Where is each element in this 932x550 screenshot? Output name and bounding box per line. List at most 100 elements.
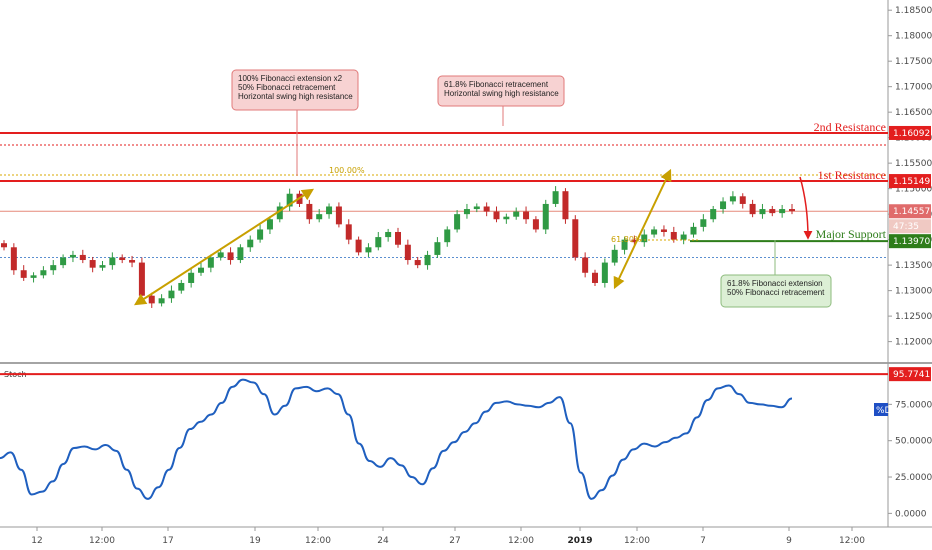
candle[interactable]	[592, 269, 598, 287]
candle[interactable]	[523, 206, 530, 224]
candle[interactable]	[69, 250, 76, 263]
candle[interactable]	[119, 254, 126, 264]
candle[interactable]	[710, 205, 717, 223]
fib-extension-arrow-1[interactable]	[133, 188, 315, 306]
candle[interactable]	[493, 206, 500, 223]
candle[interactable]	[552, 186, 559, 208]
candle-body	[454, 214, 461, 230]
callout-fib-extension-box	[231, 69, 359, 111]
candle[interactable]	[572, 215, 579, 261]
candle-body	[592, 272, 598, 283]
candle[interactable]	[483, 202, 490, 217]
candle[interactable]	[562, 188, 569, 224]
candle[interactable]	[759, 203, 766, 219]
candle[interactable]	[779, 204, 786, 218]
stoch-d-line[interactable]	[0, 378, 793, 500]
callout-support-line: 61.8% Fibonacci extension	[727, 279, 823, 288]
candle[interactable]	[680, 231, 687, 245]
candle[interactable]	[129, 255, 136, 268]
candle[interactable]	[463, 203, 470, 219]
candle[interactable]	[60, 254, 67, 269]
candle[interactable]	[138, 257, 145, 299]
candle[interactable]	[365, 243, 372, 257]
tag-countdown: 47:35	[889, 219, 931, 234]
candle[interactable]	[79, 249, 86, 264]
candle[interactable]	[601, 258, 608, 288]
candle[interactable]	[355, 236, 362, 256]
candle[interactable]	[542, 199, 549, 235]
candle[interactable]	[729, 191, 736, 205]
candle[interactable]	[30, 272, 37, 283]
tag-second-resistance-bg	[889, 125, 931, 140]
candle[interactable]	[789, 203, 795, 215]
candle-body	[79, 254, 86, 261]
candle[interactable]	[532, 216, 539, 233]
callout-fib-retracement-box	[437, 75, 565, 107]
callout-support-line: 50% Fibonacci retracement	[727, 288, 825, 297]
fib-extension-arrow-2[interactable]	[613, 168, 672, 290]
candle[interactable]	[503, 213, 510, 224]
candle[interactable]	[582, 252, 589, 278]
candle[interactable]	[10, 243, 17, 275]
candle[interactable]	[444, 226, 451, 247]
y-tick-label: 1.17000	[895, 83, 932, 93]
candle[interactable]	[414, 256, 421, 269]
candle[interactable]	[89, 256, 96, 273]
candle[interactable]	[404, 239, 411, 265]
candle[interactable]	[385, 228, 392, 242]
y-tick-label: 1.15500	[895, 159, 932, 169]
candle[interactable]	[395, 227, 401, 248]
projection-arrow[interactable]	[799, 176, 813, 240]
candle[interactable]	[769, 205, 776, 217]
candle-body	[198, 267, 204, 273]
candle-body	[582, 257, 589, 273]
x-tick-label: 12:00	[508, 536, 534, 546]
tag-first-resistance-text: 1.15149	[893, 177, 930, 187]
candle-body	[306, 203, 313, 220]
y-tick-label: 1.18500	[895, 6, 932, 16]
candle-body	[30, 275, 37, 278]
candle[interactable]	[739, 193, 746, 209]
y-tick-label: 1.17500	[895, 57, 932, 67]
candle[interactable]	[345, 219, 352, 245]
y-tick-label: 1.13500	[895, 261, 932, 271]
tag-stoch-level-text: 95.7741	[893, 370, 930, 380]
candle-body	[119, 257, 126, 261]
stoch-y-tick-label: 0.0000	[895, 509, 927, 519]
tag-second-resistance: 1.16092	[889, 125, 931, 140]
candle[interactable]	[99, 261, 106, 271]
candle[interactable]	[326, 203, 333, 219]
candle[interactable]	[473, 203, 480, 213]
candle[interactable]	[434, 237, 441, 258]
candle-body	[404, 244, 411, 261]
tag-countdown-bg	[889, 219, 931, 234]
candle[interactable]	[375, 231, 382, 251]
candle[interactable]	[50, 260, 57, 275]
candle[interactable]	[424, 250, 431, 270]
candle-body	[395, 231, 401, 245]
candle[interactable]	[513, 207, 520, 220]
tag-current-price-text: 1.14557	[893, 207, 930, 217]
candle[interactable]	[700, 214, 707, 232]
candle[interactable]	[335, 202, 342, 228]
tag-stoch-d-bg	[874, 403, 888, 416]
candle[interactable]	[454, 210, 461, 233]
stoch-y-tick-label: 50.0000	[895, 437, 932, 447]
candle[interactable]	[749, 199, 756, 218]
stoch-pane[interactable]: Stoch	[0, 370, 888, 500]
candle[interactable]	[316, 209, 323, 223]
candle-body	[444, 229, 451, 243]
candle[interactable]	[40, 266, 47, 279]
tag-countdown-text: 47:35	[893, 222, 919, 232]
candle[interactable]	[20, 265, 27, 281]
candle[interactable]	[720, 197, 727, 214]
drawings[interactable]: 100.00% 61.80%	[133, 166, 813, 306]
candle[interactable]	[690, 222, 697, 238]
candle[interactable]	[1, 240, 7, 251]
candle[interactable]	[109, 252, 116, 270]
